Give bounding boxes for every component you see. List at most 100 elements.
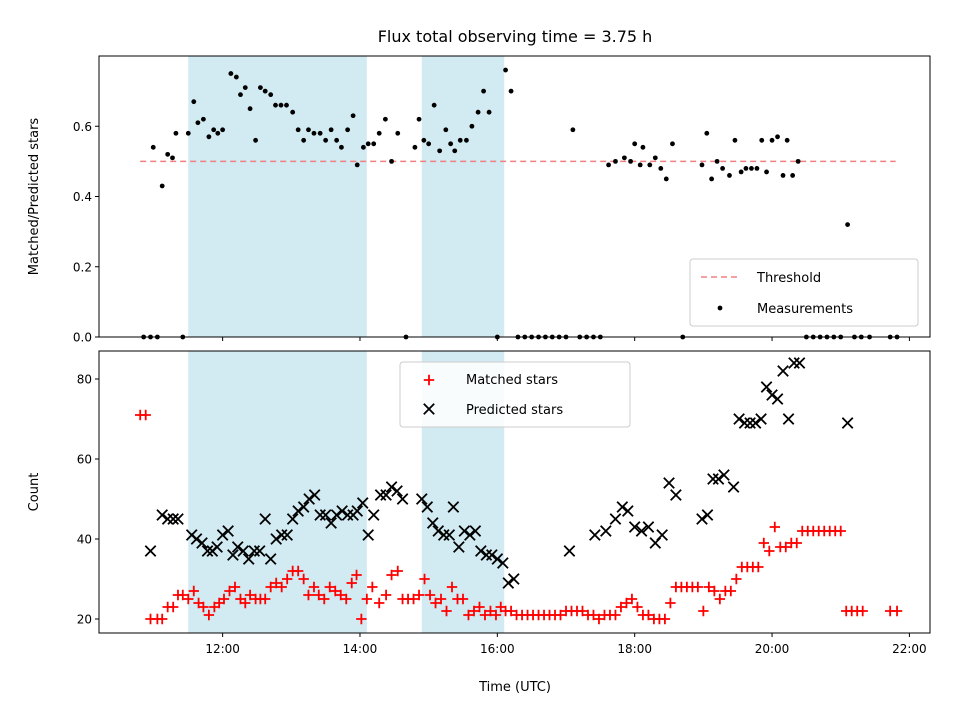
- series-predicted-stars: [144, 357, 854, 589]
- data-point: [857, 605, 868, 617]
- data-point: [891, 605, 903, 617]
- data-point: [457, 593, 469, 605]
- data-point: [496, 557, 509, 569]
- x-tick-label: 20:00: [755, 642, 790, 656]
- y-axis-label: Matched/Predicted stars: [27, 118, 42, 276]
- legend-label-predicted: Predicted stars: [466, 403, 563, 418]
- data-point: [502, 577, 515, 589]
- data-point: [311, 130, 317, 136]
- data-point: [286, 513, 299, 525]
- data-point: [769, 521, 780, 533]
- data-point: [228, 71, 234, 76]
- data-point: [259, 513, 272, 525]
- data-point: [367, 581, 378, 593]
- data-point: [835, 525, 846, 537]
- data-point: [167, 513, 180, 525]
- data-point: [308, 581, 320, 593]
- data-point: [738, 169, 744, 175]
- y-tick-label: 40: [77, 533, 92, 547]
- data-point: [159, 183, 165, 189]
- data-point: [712, 473, 725, 485]
- data-point: [707, 473, 719, 485]
- bottom-panel: 20 40 60 80 12:00 14:00 16:00 18:00 20:00 22:00 Co…: [27, 350, 931, 656]
- data-point: [621, 505, 634, 517]
- data-point: [140, 409, 151, 421]
- data-point: [464, 529, 476, 541]
- data-point: [665, 597, 676, 609]
- data-point: [156, 613, 168, 625]
- legend-label-threshold: Threshold: [756, 271, 821, 286]
- data-point: [508, 88, 514, 94]
- data-point: [297, 501, 310, 513]
- y-tick-label: 60: [77, 453, 92, 467]
- x-tick-label: 12:00: [205, 642, 240, 656]
- data-point: [292, 505, 305, 517]
- data-point: [319, 509, 332, 521]
- data-point: [218, 593, 230, 605]
- data-point: [362, 529, 375, 541]
- data-point: [448, 141, 454, 147]
- data-point: [380, 489, 392, 501]
- data-point: [324, 581, 335, 593]
- data-point: [481, 88, 486, 94]
- data-point: [431, 102, 437, 108]
- data-point: [637, 162, 643, 168]
- data-point: [600, 525, 612, 537]
- data-point: [211, 127, 217, 133]
- data-point: [780, 541, 791, 553]
- legend-box: [399, 361, 631, 428]
- data-point: [262, 88, 268, 94]
- data-point: [704, 130, 710, 136]
- data-point: [195, 120, 201, 126]
- data-point: [242, 85, 248, 91]
- data-point: [421, 501, 434, 513]
- data-point: [503, 67, 508, 73]
- data-point: [415, 493, 428, 505]
- data-point: [642, 521, 655, 533]
- data-point: [769, 137, 775, 143]
- data-point: [335, 589, 346, 601]
- data-point: [361, 593, 373, 605]
- data-point: [464, 137, 469, 143]
- data-point: [692, 581, 704, 593]
- data-point: [224, 585, 235, 597]
- data-point: [253, 137, 258, 143]
- y-axis-label: Count: [27, 473, 42, 512]
- data-point: [616, 501, 629, 513]
- y-tick-label: 0.2: [73, 260, 92, 274]
- data-point: [733, 413, 745, 425]
- data-point: [758, 537, 769, 549]
- data-point: [386, 569, 397, 581]
- data-point: [632, 141, 638, 147]
- x-tick-label: 14:00: [343, 642, 378, 656]
- data-point: [336, 505, 348, 517]
- data-point: [341, 593, 352, 605]
- data-point: [463, 609, 474, 621]
- data-point: [238, 92, 243, 98]
- data-point: [227, 549, 239, 561]
- data-point: [330, 509, 343, 521]
- data-point: [443, 127, 449, 133]
- data-point: [577, 605, 588, 617]
- data-point: [374, 597, 385, 609]
- data-point: [490, 609, 502, 621]
- data-point: [264, 553, 277, 565]
- data-point: [389, 158, 394, 164]
- shaded-interval-1: [188, 351, 367, 633]
- series-matched-stars: [135, 409, 903, 625]
- data-point: [284, 102, 289, 108]
- data-point: [698, 605, 709, 617]
- data-point: [341, 509, 354, 521]
- data-point: [200, 116, 206, 122]
- data-point: [172, 513, 184, 525]
- data-point: [350, 113, 356, 119]
- data-point: [374, 489, 387, 501]
- data-point: [351, 569, 362, 581]
- data-point: [303, 589, 314, 601]
- data-point: [780, 173, 786, 178]
- data-point: [791, 537, 802, 549]
- data-point: [727, 481, 740, 493]
- x-tick-label: 22:00: [892, 642, 927, 656]
- y-tick-label: 80: [77, 373, 92, 387]
- data-point: [714, 158, 720, 164]
